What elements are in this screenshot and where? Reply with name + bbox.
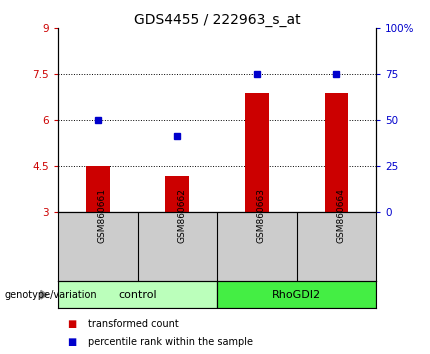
Text: genotype/variation: genotype/variation xyxy=(4,290,97,300)
Bar xyxy=(245,93,269,212)
Text: GSM860663: GSM860663 xyxy=(257,188,266,243)
Text: GSM860662: GSM860662 xyxy=(177,188,186,243)
Bar xyxy=(325,93,348,212)
Bar xyxy=(166,176,189,212)
Title: GDS4455 / 222963_s_at: GDS4455 / 222963_s_at xyxy=(134,13,301,27)
Bar xyxy=(217,281,376,308)
Bar xyxy=(58,281,217,308)
Text: ■: ■ xyxy=(67,319,76,329)
Text: control: control xyxy=(118,290,157,300)
Text: ■: ■ xyxy=(67,337,76,348)
Text: percentile rank within the sample: percentile rank within the sample xyxy=(88,337,253,348)
Text: GSM860664: GSM860664 xyxy=(336,188,345,243)
Text: GSM860661: GSM860661 xyxy=(98,188,107,243)
Text: RhoGDI2: RhoGDI2 xyxy=(272,290,321,300)
Text: transformed count: transformed count xyxy=(88,319,179,329)
Bar xyxy=(86,166,110,212)
